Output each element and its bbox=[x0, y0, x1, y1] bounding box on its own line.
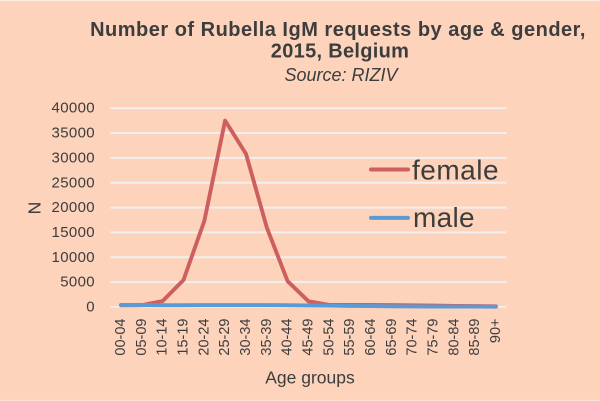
svg-text:35000: 35000 bbox=[52, 125, 95, 142]
svg-text:30-34: 30-34 bbox=[238, 319, 254, 356]
svg-text:40-44: 40-44 bbox=[280, 319, 296, 356]
svg-text:female: female bbox=[412, 155, 499, 186]
svg-text:90+: 90+ bbox=[488, 319, 504, 344]
svg-text:15-19: 15-19 bbox=[176, 319, 192, 356]
svg-text:2015, Belgium: 2015, Belgium bbox=[271, 41, 409, 63]
svg-text:5000: 5000 bbox=[60, 274, 95, 291]
svg-text:55-59: 55-59 bbox=[342, 319, 358, 356]
svg-text:70-74: 70-74 bbox=[405, 319, 421, 356]
svg-text:80-84: 80-84 bbox=[446, 319, 462, 356]
svg-text:15000: 15000 bbox=[52, 224, 95, 241]
svg-text:00-04: 00-04 bbox=[113, 319, 129, 356]
svg-text:male: male bbox=[413, 202, 475, 233]
svg-text:10-14: 10-14 bbox=[155, 319, 171, 356]
svg-text:Age groups: Age groups bbox=[265, 367, 355, 387]
svg-text:60-64: 60-64 bbox=[363, 319, 379, 356]
svg-text:65-69: 65-69 bbox=[384, 319, 400, 356]
svg-text:N: N bbox=[25, 202, 45, 215]
svg-text:25000: 25000 bbox=[52, 174, 95, 191]
svg-text:40000: 40000 bbox=[52, 100, 95, 117]
svg-text:85-89: 85-89 bbox=[467, 319, 483, 356]
svg-text:Number of Rubella IgM requests: Number of Rubella IgM requests by age & … bbox=[90, 19, 586, 41]
svg-text:25-29: 25-29 bbox=[217, 319, 233, 356]
svg-text:05-09: 05-09 bbox=[134, 319, 150, 356]
svg-text:50-54: 50-54 bbox=[321, 319, 337, 356]
svg-text:20-24: 20-24 bbox=[196, 319, 212, 356]
svg-text:35-39: 35-39 bbox=[259, 319, 275, 356]
svg-text:10000: 10000 bbox=[52, 249, 95, 266]
svg-text:30000: 30000 bbox=[52, 149, 95, 166]
svg-text:Source: RIZIV: Source: RIZIV bbox=[284, 65, 399, 85]
svg-text:20000: 20000 bbox=[52, 199, 95, 216]
svg-text:75-79: 75-79 bbox=[425, 319, 441, 356]
svg-text:45-49: 45-49 bbox=[301, 319, 317, 356]
svg-text:0: 0 bbox=[86, 299, 95, 316]
